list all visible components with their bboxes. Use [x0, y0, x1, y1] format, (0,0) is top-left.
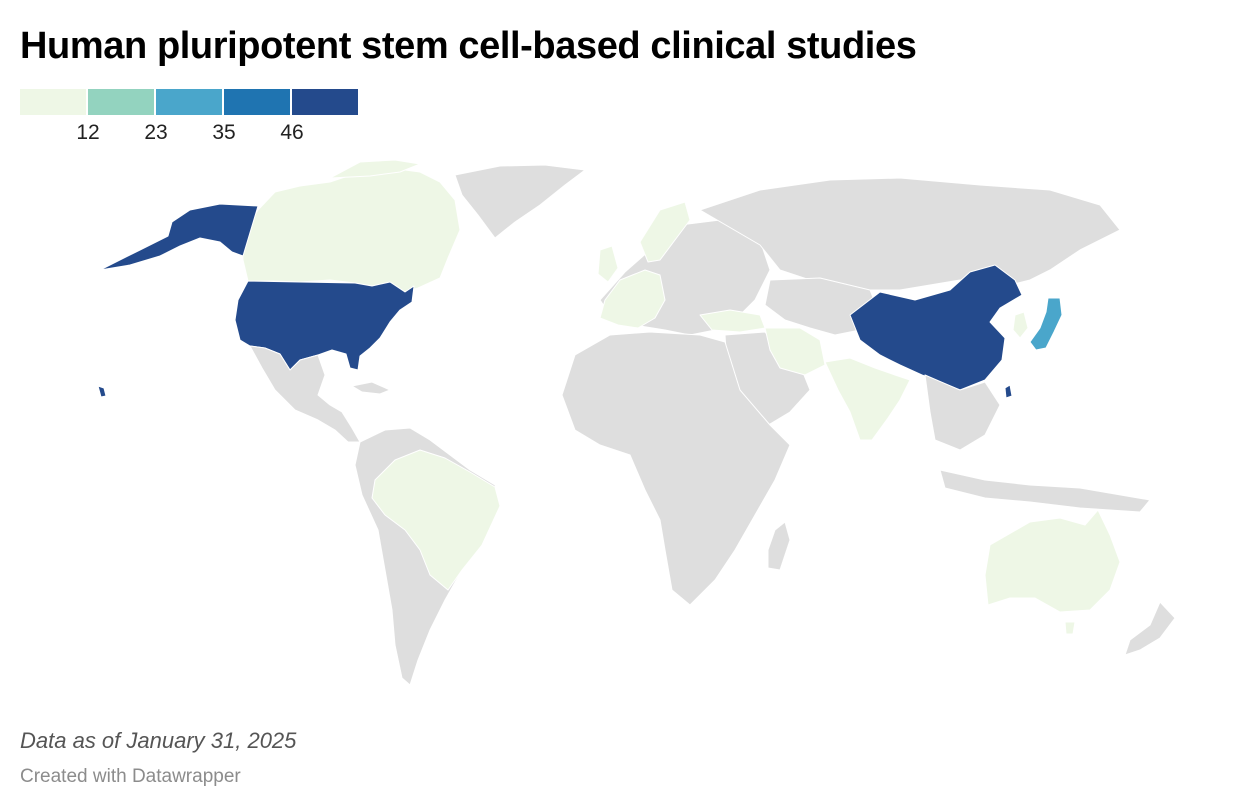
legend-swatch-5: [292, 89, 358, 115]
legend-ticks: 12 23 35 46: [20, 115, 360, 145]
country-alaska[interactable]: [99, 203, 259, 271]
country-cuba[interactable]: [351, 381, 391, 395]
country-south-korea[interactable]: [1012, 311, 1029, 339]
legend-swatch-4: [224, 89, 290, 115]
country-canada-islands[interactable]: [329, 159, 421, 179]
legend-swatch-2: [88, 89, 154, 115]
country-mexico[interactable]: [249, 345, 361, 443]
country-japan[interactable]: [1029, 297, 1063, 351]
country-australia[interactable]: [984, 509, 1121, 613]
color-legend: 12 23 35 46: [20, 89, 360, 149]
country-sweden[interactable]: [639, 201, 691, 263]
country-canada[interactable]: [241, 167, 461, 293]
country-madagascar[interactable]: [767, 521, 791, 571]
country-greenland[interactable]: [454, 164, 586, 239]
country-western-europe[interactable]: [599, 269, 666, 329]
legend-tick-3: 35: [212, 121, 236, 144]
country-tasmania[interactable]: [1064, 621, 1076, 635]
country-new-zealand[interactable]: [1124, 601, 1176, 656]
country-india[interactable]: [824, 357, 911, 441]
region-africa[interactable]: [561, 331, 791, 606]
data-note: Data as of January 31, 2025: [20, 728, 297, 753]
country-indonesia[interactable]: [939, 469, 1151, 513]
legend-swatches: [20, 89, 360, 115]
country-hawaii[interactable]: [97, 385, 107, 398]
country-united-kingdom[interactable]: [597, 245, 619, 283]
datawrapper-credit: Created with Datawrapper: [20, 766, 241, 787]
country-china[interactable]: [849, 264, 1023, 391]
country-brazil[interactable]: [371, 449, 501, 591]
region-central-asia[interactable]: [764, 277, 881, 336]
world-map: [97, 159, 1176, 686]
legend-swatch-1: [20, 89, 86, 115]
country-iran[interactable]: [764, 327, 826, 376]
country-taiwan[interactable]: [1004, 384, 1013, 399]
region-southeast-asia[interactable]: [924, 374, 1001, 451]
map-title: Human pluripotent stem cell-based clinic…: [20, 25, 917, 67]
legend-tick-4: 46: [280, 121, 304, 144]
legend-swatch-3: [156, 89, 222, 115]
legend-tick-1: 12: [76, 121, 100, 144]
legend-tick-2: 23: [144, 121, 168, 144]
